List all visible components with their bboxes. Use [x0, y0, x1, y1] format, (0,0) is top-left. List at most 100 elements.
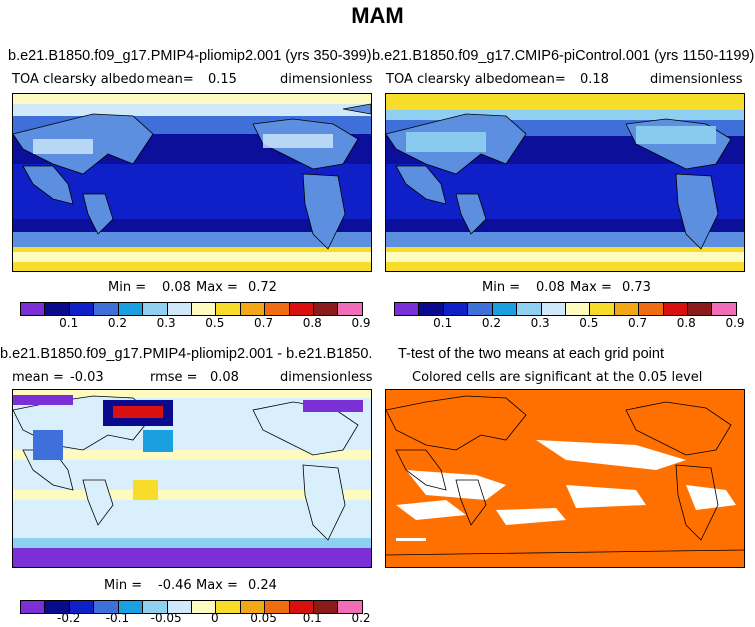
panel1-colorbar-swatch [338, 303, 362, 315]
panel1-variable: TOA clearsky albedo [12, 72, 145, 87]
panel1-colorbar-tick-label: 0.8 [302, 316, 322, 330]
panel1-colorbar-swatch [265, 303, 290, 315]
panel1-colorbar-swatch [21, 303, 46, 315]
panel1-case-title: b.e21.B1850.f09_g17.PMIP4-pliomip2.001 (… [8, 48, 372, 64]
panel2-colorbar-swatch [492, 303, 518, 315]
panel2-colorbar-swatch [639, 303, 664, 315]
panel3-colorbar [20, 600, 363, 614]
panel3-units: dimensionless [280, 370, 373, 385]
panel2-colorbar-swatch [590, 303, 615, 315]
panel3-colorbar-swatch [118, 601, 144, 613]
panel3-mean-label: mean = [12, 370, 64, 385]
panel1-max-value: 0.72 [248, 280, 277, 295]
panel2-colorbar-tick-label: 0.3 [530, 316, 550, 330]
panel2-max-value: 0.73 [622, 280, 651, 295]
panel1-map [12, 93, 372, 272]
panel2-colorbar-swatch [419, 303, 444, 315]
panel2-colorbar-swatch [443, 303, 469, 315]
panel1-colorbar-swatch [191, 303, 217, 315]
panel3-max-label: Max = [196, 578, 238, 593]
panel1-colorbar-swatch [289, 303, 315, 315]
panel3-rmse-label: rmse = [150, 370, 198, 385]
panel2-colorbar-swatch [688, 303, 713, 315]
panel2-map [385, 93, 745, 272]
panel2-mean-value: 0.18 [580, 72, 609, 87]
panel1-colorbar-tick-label: 0.5 [205, 316, 225, 330]
panel1-colorbar-tick-label: 0.3 [156, 316, 176, 330]
panel2-colorbar-tick-label: 0.7 [628, 316, 648, 330]
panel3-colorbar-swatch [265, 601, 290, 613]
panel2-colorbar-tick-label: 0.2 [481, 316, 501, 330]
panel2-colorbar-swatch [517, 303, 542, 315]
panel1-colorbar-swatch [118, 303, 144, 315]
panel2-case-title: b.e21.B1850.f09_g17.CMIP6-piControl.001 … [372, 48, 755, 64]
panel3-map [12, 389, 372, 568]
panel3-colorbar-tick-label: -0.1 [105, 611, 130, 625]
panel1-units: dimensionless [280, 72, 373, 87]
panel1-colorbar-tick-label: 0.9 [351, 316, 371, 330]
panel1-colorbar-swatch [69, 303, 95, 315]
panel3-colorbar-ticks: -0.2 -0.1 -0.05 0 0.05 0.1 0.2 [20, 611, 371, 627]
panel2-colorbar-swatch [565, 303, 591, 315]
panel2-mean-label: mean= [518, 72, 566, 87]
panel2-colorbar-swatch [395, 303, 420, 315]
panel3-colorbar-tick-label: -0.05 [150, 611, 182, 625]
panel3-colorbar-swatch [314, 601, 339, 613]
panel2-colorbar-swatch [468, 303, 493, 315]
panel2-units: dimensionless [650, 72, 743, 87]
panel1-colorbar-swatch [314, 303, 339, 315]
panel4-subtitle: Colored cells are significant at the 0.0… [412, 370, 703, 385]
panel3-colorbar-swatch [240, 601, 266, 613]
panel3-colorbar-swatch [45, 601, 70, 613]
panel1-colorbar-tick-label: 0.7 [254, 316, 274, 330]
panel1-colorbar-swatch [240, 303, 266, 315]
panel3-colorbar-tick-label: 0.05 [250, 611, 277, 625]
panel3-colorbar-swatch [216, 601, 241, 613]
panel3-colorbar-tick-label: 0.1 [302, 611, 322, 625]
panel1-colorbar-swatch [45, 303, 70, 315]
panel2-colorbar-swatch [712, 303, 736, 315]
panel1-colorbar-tick-label: 0.2 [107, 316, 127, 330]
panel3-min-label: Min = [104, 578, 143, 593]
panel2-colorbar-tick-label: 0.9 [725, 316, 745, 330]
panel2-colorbar-ticks: 0.1 0.2 0.3 0.5 0.7 0.8 0.9 [394, 316, 744, 332]
panel4-map [385, 389, 745, 568]
panel1-colorbar-swatch [167, 303, 192, 315]
panel3-colorbar-tick-label: 0.2 [351, 611, 371, 625]
panel3-colorbar-swatch [94, 601, 119, 613]
panel3-colorbar-swatch [69, 601, 95, 613]
panel1-colorbar [20, 302, 363, 316]
panel3-colorbar-swatch [338, 601, 362, 613]
panel2-variable: TOA clearsky albedo [386, 72, 519, 87]
panel2-colorbar [394, 302, 737, 316]
panel1-colorbar-ticks: 0.1 0.2 0.3 0.5 0.7 0.8 0.9 [20, 316, 370, 332]
panel3-max-value: 0.24 [248, 578, 277, 593]
panel3-min-value: -0.46 [158, 578, 192, 593]
panel3-rmse-value: 0.08 [210, 370, 239, 385]
panel1-colorbar-tick-label: 0.1 [59, 316, 79, 330]
panel1-mean-value: 0.15 [208, 72, 237, 87]
panel2-colorbar-tick-label: 0.8 [676, 316, 696, 330]
panel2-min-value: 0.08 [536, 280, 565, 295]
panel3-mean-value: -0.03 [70, 370, 104, 385]
panel2-max-label: Max = [570, 280, 612, 295]
panel2-colorbar-swatch [541, 303, 566, 315]
panel1-colorbar-swatch [143, 303, 168, 315]
panel3-colorbar-swatch [167, 601, 192, 613]
panel3-case-title: b.e21.B1850.f09_g17.PMIP4-pliomip2.001 -… [0, 346, 372, 362]
panel3-colorbar-swatch [21, 601, 46, 613]
panel3-colorbar-swatch [143, 601, 168, 613]
panel3-colorbar-swatch [289, 601, 315, 613]
panel1-colorbar-swatch [216, 303, 241, 315]
panel3-colorbar-tick-label: -0.2 [56, 611, 81, 625]
panel2-min-label: Min = [482, 280, 521, 295]
panel4-title: T-test of the two means at each grid poi… [398, 346, 664, 362]
panel2-colorbar-tick-label: 0.1 [433, 316, 453, 330]
figure-title: MAM [351, 3, 404, 28]
panel1-max-label: Max = [196, 280, 238, 295]
panel3-colorbar-tick-label: 0 [211, 611, 219, 625]
panel1-colorbar-swatch [94, 303, 119, 315]
panel1-mean-label: mean= [146, 72, 194, 87]
panel1-min-value: 0.08 [162, 280, 191, 295]
panel2-colorbar-swatch [614, 303, 640, 315]
